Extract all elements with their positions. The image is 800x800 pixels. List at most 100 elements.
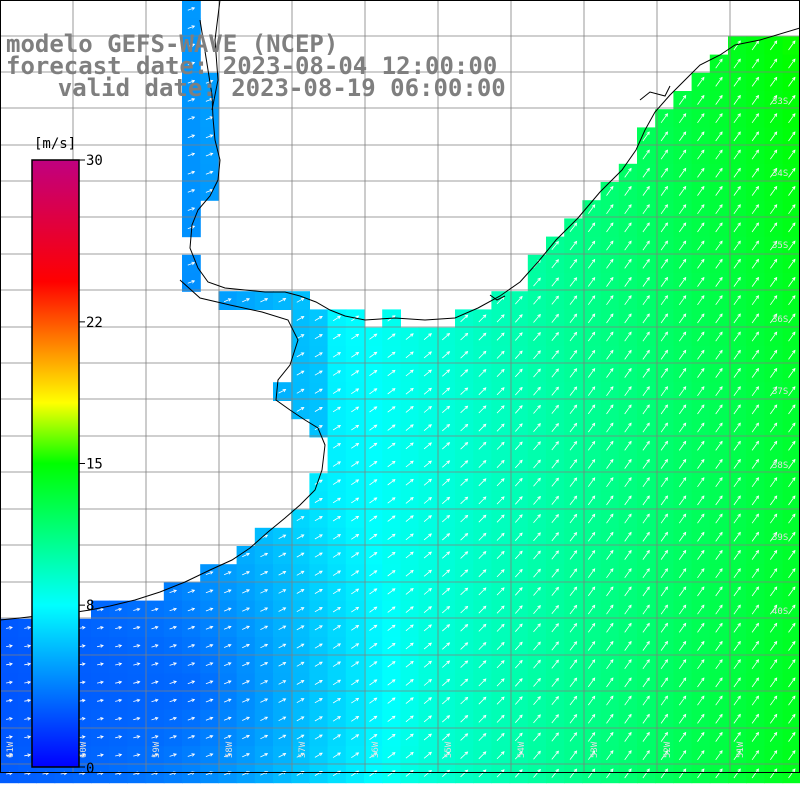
wind-arrow-head	[773, 276, 778, 281]
wind-arrow	[678, 95, 687, 105]
wind-arrow-head	[591, 695, 596, 700]
wind-arrow	[733, 477, 741, 488]
wind-arrow	[606, 659, 614, 670]
wind-arrow-head	[646, 204, 650, 208]
wind-arrow	[733, 677, 741, 688]
wind-cell	[273, 637, 292, 656]
wind-arrow-head	[792, 94, 796, 99]
wind-arrow-head	[682, 677, 687, 682]
wind-arrow	[751, 149, 759, 160]
wind-arrow	[769, 40, 778, 51]
wind-arrow	[715, 131, 723, 142]
wind-arrow	[387, 479, 396, 486]
wind-arrow-head	[27, 717, 32, 721]
wind-arrow	[569, 768, 577, 779]
wind-arrow-head	[573, 622, 578, 627]
wind-arrow	[660, 295, 668, 306]
wind-arrow-head	[428, 496, 432, 501]
wind-arrow	[551, 605, 559, 615]
wind-arrow	[442, 533, 450, 541]
wind-cell	[582, 400, 602, 420]
wind-cell	[345, 618, 365, 638]
wind-arrow	[624, 350, 632, 360]
wind-cell	[364, 746, 383, 765]
wind-arrow-head	[482, 605, 487, 610]
wind-cell	[709, 163, 729, 183]
wind-cell	[291, 618, 310, 638]
wind-arrow-head	[355, 388, 360, 392]
wind-arrow-head	[792, 531, 796, 536]
wind-arrow-head	[737, 94, 741, 99]
wind-arrow	[624, 732, 632, 742]
wind-cell	[309, 491, 329, 511]
wind-cell	[327, 564, 347, 583]
longitude-label: 53W	[590, 741, 600, 758]
wind-arrow	[551, 477, 559, 487]
wind-cell	[527, 673, 547, 693]
wind-cell	[382, 327, 401, 347]
wind-arrow	[678, 532, 687, 542]
wind-arrow	[369, 552, 377, 559]
wind-cell	[764, 400, 784, 420]
wind-arrow	[551, 277, 559, 287]
wind-cell	[564, 327, 583, 347]
wind-arrow	[660, 386, 668, 397]
wind-cell	[546, 546, 565, 565]
wind-arrow-head	[737, 750, 741, 754]
wind-arrow-head	[246, 298, 250, 302]
wind-arrow-head	[300, 661, 305, 666]
wind-arrow-head	[755, 58, 759, 63]
wind-arrow	[478, 678, 487, 687]
wind-cell	[600, 509, 620, 529]
wind-arrow-head	[446, 423, 451, 428]
wind-cell	[728, 582, 747, 602]
wind-cell	[582, 236, 602, 256]
wind-arrow	[569, 732, 577, 742]
wind-arrow-head	[755, 677, 759, 682]
wind-arrow-head	[555, 714, 559, 718]
wind-cell	[382, 600, 401, 620]
wind-cell	[582, 527, 602, 547]
wind-arrow	[115, 608, 122, 611]
wind-cell	[291, 582, 310, 602]
wind-arrow-head	[246, 552, 250, 557]
wind-arrow	[697, 77, 705, 87]
wind-arrow	[478, 496, 487, 505]
wind-arrow-head	[464, 369, 469, 373]
wind-arrow	[569, 368, 577, 378]
wind-cell	[309, 327, 329, 347]
wind-arrow-head	[646, 404, 650, 409]
wind-arrow	[478, 769, 487, 778]
wind-arrow	[788, 459, 796, 469]
wind-arrow	[314, 370, 323, 376]
wind-arrow-head	[355, 588, 360, 592]
wind-cell	[600, 473, 620, 492]
wind-cell	[655, 436, 674, 456]
wind-cell	[728, 254, 747, 274]
wind-cell	[728, 746, 747, 765]
wind-arrow-head	[792, 167, 796, 172]
wind-arrow-head	[500, 678, 505, 682]
wind-arrow-head	[227, 680, 232, 684]
wind-arrow-head	[664, 204, 668, 208]
wind-arrow	[478, 569, 487, 578]
wind-arrow	[642, 513, 650, 524]
wind-arrow	[478, 314, 487, 323]
wind-arrow-head	[300, 680, 305, 684]
wind-arrow-head	[701, 531, 705, 536]
wind-arrow-head	[482, 678, 487, 683]
wind-arrow-head	[446, 715, 451, 719]
wind-arrow	[769, 77, 778, 87]
wind-arrow-head	[701, 222, 705, 227]
wind-arrow	[751, 404, 759, 415]
wind-cell	[345, 455, 365, 474]
longitude-label: 55W	[444, 741, 454, 758]
wind-cell	[673, 127, 693, 147]
wind-arrow-head	[410, 442, 414, 446]
wind-arrow-head	[391, 351, 396, 356]
wind-cell	[655, 418, 674, 438]
wind-arrow-head	[482, 641, 487, 646]
wind-cell	[746, 91, 765, 110]
wind-arrow-head	[773, 240, 778, 245]
wind-arrow-head	[646, 167, 650, 172]
